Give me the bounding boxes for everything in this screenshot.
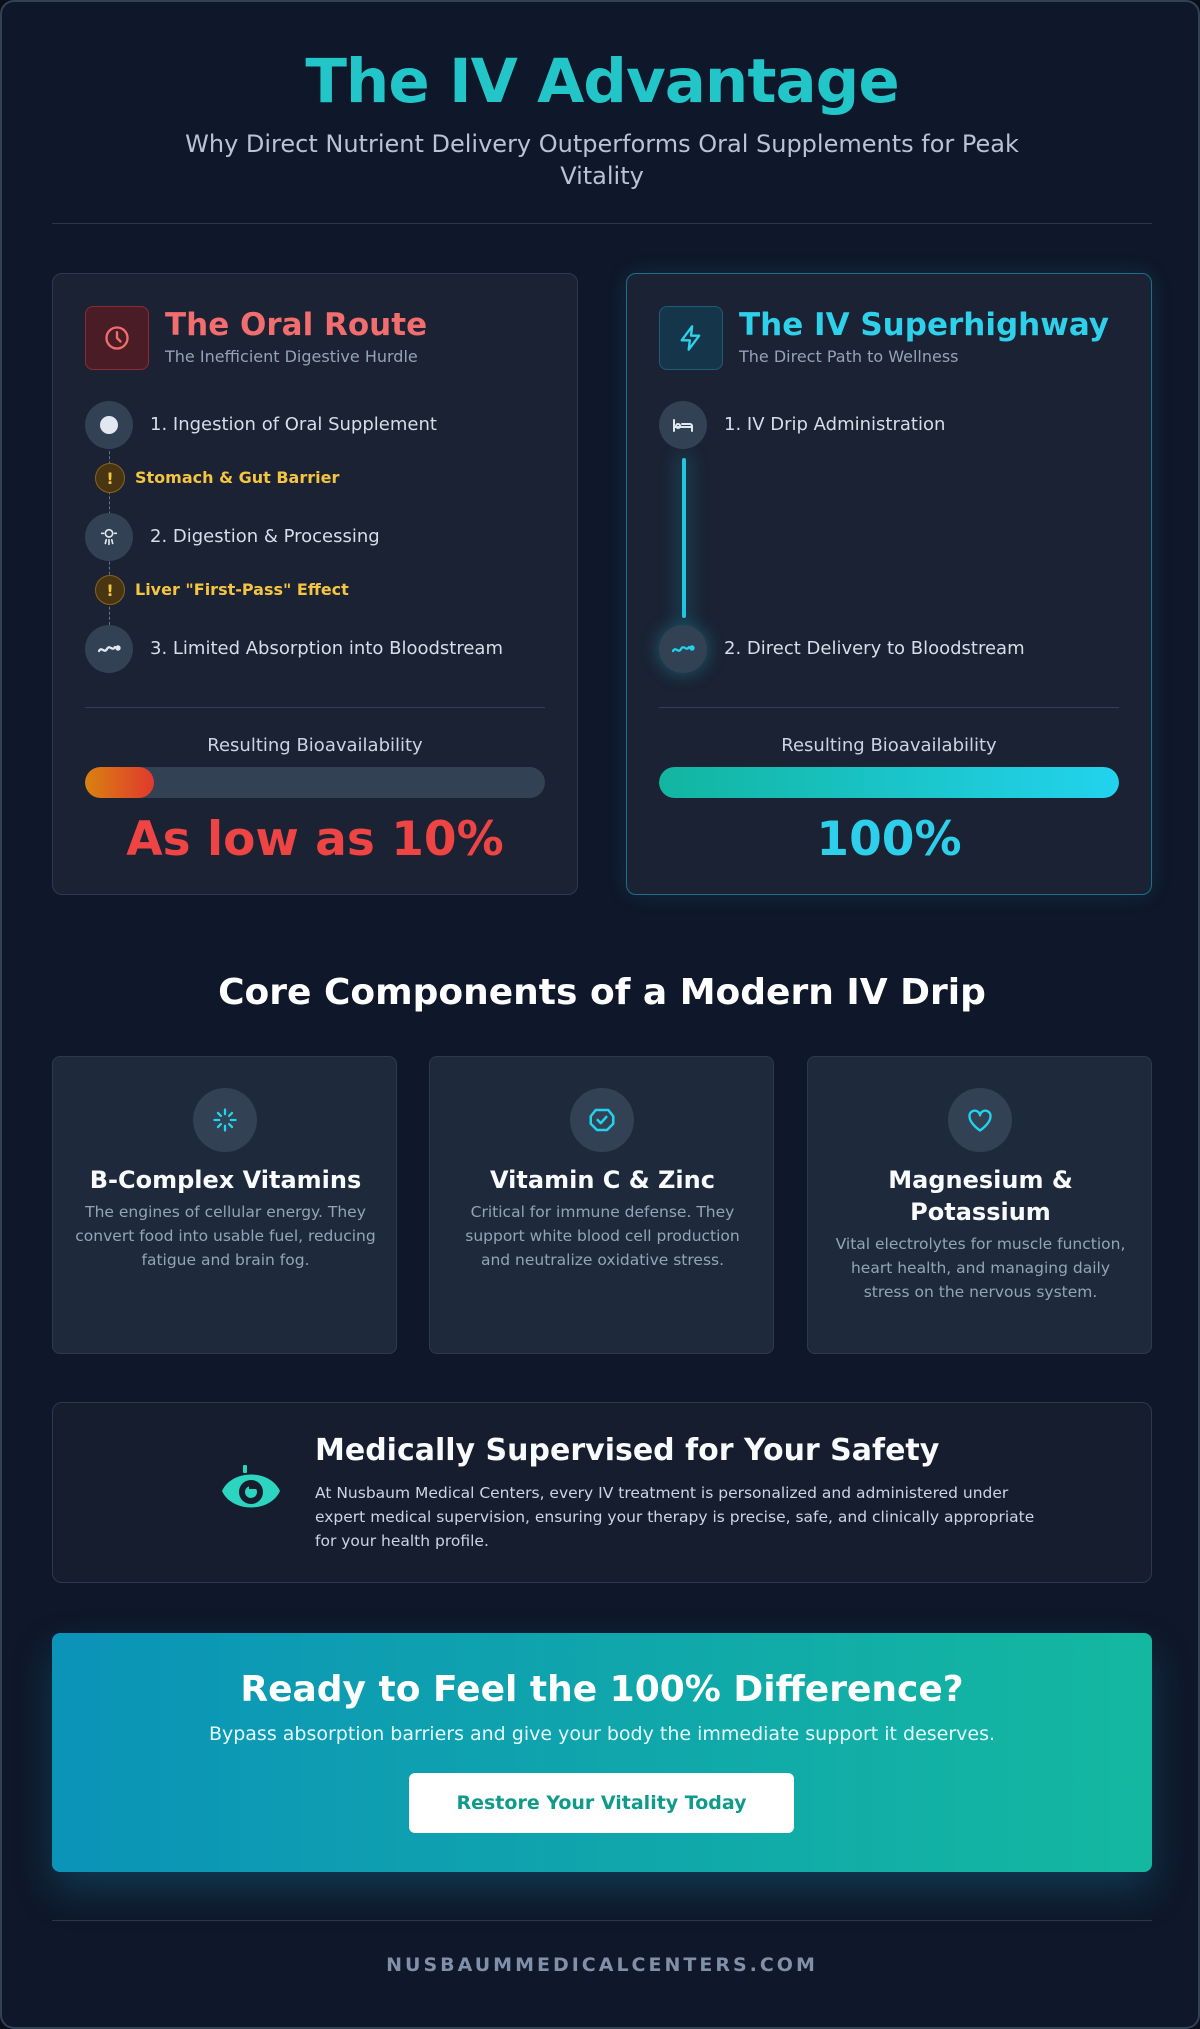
safety-text: At Nusbaum Medical Centers, every IV tre…	[315, 1484, 1035, 1550]
warning-icon: !	[95, 463, 125, 493]
shield-check-icon	[570, 1088, 634, 1152]
component-card-magnesium: Magnesium & Potassium Vital electrolytes…	[807, 1056, 1152, 1354]
heart-icon	[948, 1088, 1012, 1152]
oral-bio-value: As low as 10%	[126, 812, 504, 867]
sparkle-icon	[193, 1088, 257, 1152]
component-card-vitamin-c: Vitamin C & Zinc Critical for immune def…	[429, 1056, 774, 1354]
page-title: The IV Advantage	[305, 46, 899, 117]
safety-banner: Medically Supervised for Your Safety At …	[52, 1402, 1152, 1583]
iv-route-card: The IV Superhighway The Direct Path to W…	[626, 273, 1152, 895]
iv-divider	[659, 707, 1119, 708]
pill-icon	[85, 401, 133, 449]
oral-step-3: 3. Limited Absorption into Bloodstream	[150, 638, 503, 659]
iv-route-subtitle: The Direct Path to Wellness	[739, 347, 959, 366]
component-desc: Vital electrolytes for muscle function, …	[835, 1235, 1126, 1301]
safety-title: Medically Supervised for Your Safety	[315, 1433, 940, 1468]
component-desc: The engines of cellular energy. They con…	[75, 1203, 376, 1269]
component-title: Vitamin C & Zinc	[490, 1166, 715, 1194]
iv-bio-label: Resulting Bioavailability	[781, 735, 997, 756]
iv-direct-line	[682, 458, 686, 618]
bloodstream-icon	[85, 625, 133, 673]
component-card-b-complex: B-Complex Vitamins The engines of cellul…	[52, 1056, 397, 1354]
warning-icon: !	[95, 575, 125, 605]
iv-route-title: The IV Superhighway	[739, 307, 1110, 343]
oral-route-subtitle: The Inefficient Digestive Hurdle	[165, 347, 418, 366]
iv-bed-icon	[659, 401, 707, 449]
medical-supervision-icon	[218, 1463, 284, 1519]
component-title: Magnesium & Potassium	[888, 1166, 1073, 1226]
lightning-icon	[659, 306, 723, 370]
cta-title: Ready to Feel the 100% Difference?	[240, 1669, 964, 1710]
header-divider	[52, 223, 1152, 224]
iv-bio-value: 100%	[816, 812, 962, 867]
cta-banner: Ready to Feel the 100% Difference? Bypas…	[52, 1633, 1152, 1872]
footer-divider	[52, 1920, 1152, 1921]
oral-divider	[85, 707, 545, 708]
digestion-icon	[85, 513, 133, 561]
iv-bioavailability-fill	[659, 767, 1119, 798]
oral-barrier-1: Stomach & Gut Barrier	[135, 468, 340, 487]
component-desc: Critical for immune defense. They suppor…	[465, 1203, 740, 1269]
oral-route-card: The Oral Route The Inefficient Digestive…	[52, 273, 578, 895]
oral-step-1: 1. Ingestion of Oral Supplement	[150, 414, 437, 435]
iv-step-2: 2. Direct Delivery to Bloodstream	[724, 638, 1025, 659]
oral-step-2: 2. Digestion & Processing	[150, 526, 380, 547]
oral-bioavailability-bar	[85, 767, 545, 798]
page-subtitle: Why Direct Nutrient Delivery Outperforms…	[185, 130, 1019, 190]
bloodstream-icon	[659, 625, 707, 673]
oral-barrier-2: Liver "First-Pass" Effect	[135, 580, 349, 599]
cta-subtitle: Bypass absorption barriers and give your…	[208, 1723, 996, 1745]
oral-bio-label: Resulting Bioavailability	[207, 735, 423, 756]
oral-route-title: The Oral Route	[165, 307, 428, 343]
clock-icon	[85, 306, 149, 370]
iv-bioavailability-bar	[659, 767, 1119, 798]
components-title: Core Components of a Modern IV Drip	[218, 972, 986, 1013]
iv-step-1: 1. IV Drip Administration	[724, 414, 946, 435]
component-title: B-Complex Vitamins	[89, 1166, 362, 1194]
footer-domain[interactable]: NUSBAUMMEDICALCENTERS.COM	[386, 1954, 818, 1976]
oral-bioavailability-fill	[85, 767, 154, 798]
restore-vitality-button[interactable]: Restore Your Vitality Today	[409, 1773, 794, 1833]
